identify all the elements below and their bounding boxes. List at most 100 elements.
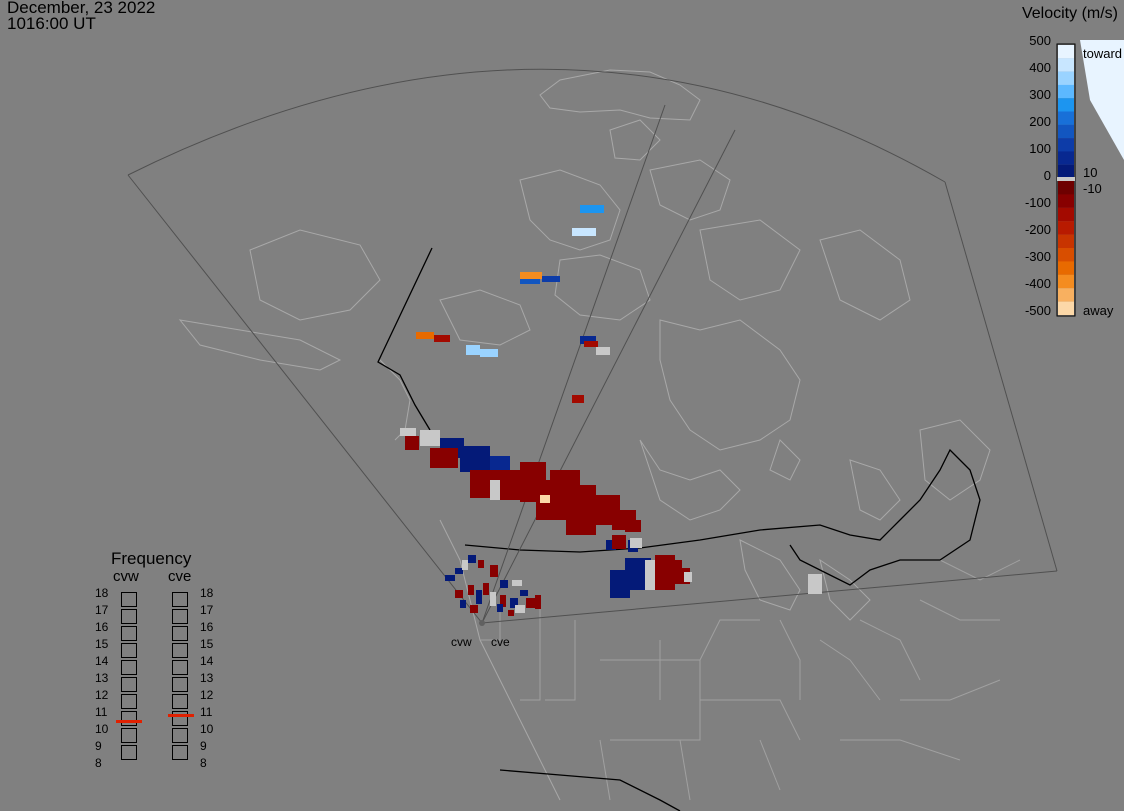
freq-cell-cve bbox=[172, 660, 188, 675]
country-borders bbox=[377, 247, 981, 811]
velocity-cell bbox=[520, 279, 540, 284]
freq-level-right: 8 bbox=[200, 756, 207, 770]
colorbar-neg10-label: -10 bbox=[1083, 181, 1102, 196]
freq-selected-marker bbox=[168, 714, 194, 718]
velocity-cell bbox=[580, 205, 604, 213]
colorbar-tick: 400 bbox=[1029, 60, 1051, 75]
colorbar-segment bbox=[1058, 151, 1074, 165]
colorbar-segment bbox=[1058, 71, 1074, 85]
velocity-cell bbox=[596, 347, 610, 355]
freq-cell-cvw bbox=[121, 745, 137, 760]
colorbar-segment bbox=[1058, 111, 1074, 125]
freq-level-right: 15 bbox=[200, 637, 214, 651]
velocity-cell bbox=[478, 560, 484, 568]
velocity-cell bbox=[483, 583, 489, 595]
freq-level-left: 10 bbox=[95, 722, 109, 736]
freq-level-right: 9 bbox=[200, 739, 207, 753]
freq-level-left: 16 bbox=[95, 620, 109, 634]
colorbar-toward-segments bbox=[1058, 45, 1074, 179]
colorbar-tick: -400 bbox=[1024, 276, 1051, 291]
colorbar-segment bbox=[1058, 58, 1074, 72]
freq-cell-cvw bbox=[121, 660, 137, 675]
velocity-cell bbox=[460, 446, 490, 472]
velocity-cell bbox=[420, 430, 440, 446]
freq-cell-cve bbox=[172, 677, 188, 692]
freq-col-cve: cve bbox=[168, 568, 192, 585]
velocity-cell bbox=[400, 428, 416, 436]
freq-level-right: 13 bbox=[200, 671, 214, 685]
velocity-cell bbox=[430, 448, 458, 468]
colorbar-tick: 200 bbox=[1029, 114, 1051, 129]
colorbar-title: Velocity (m/s) bbox=[1021, 5, 1118, 22]
colorbar-segment bbox=[1058, 288, 1074, 302]
freq-cell-cvw bbox=[121, 626, 137, 641]
freq-cell-cve bbox=[172, 745, 188, 760]
frequency-title: Frequency bbox=[111, 549, 192, 568]
velocity-cell bbox=[466, 345, 480, 355]
colorbar-tick: 300 bbox=[1029, 87, 1051, 102]
freq-cell-cve bbox=[172, 609, 188, 624]
velocity-cell bbox=[434, 335, 450, 342]
colorbar-segment bbox=[1058, 301, 1074, 316]
velocity-cell bbox=[612, 535, 626, 549]
coastlines bbox=[178, 69, 991, 801]
colorbar-segment bbox=[1058, 207, 1074, 222]
colorbar-segment bbox=[1058, 164, 1074, 179]
freq-cell-cve bbox=[172, 626, 188, 641]
velocity-cell bbox=[630, 538, 642, 548]
velocity-cell bbox=[480, 349, 498, 357]
freq-level-right: 17 bbox=[200, 603, 214, 617]
freq-cell-cvw bbox=[121, 592, 137, 607]
colorbar bbox=[1056, 40, 1124, 317]
freq-level-left: 18 bbox=[95, 586, 109, 600]
time-label: 1016:00 UT bbox=[7, 14, 96, 33]
colorbar-segment bbox=[1058, 274, 1074, 289]
colorbar-tick: -100 bbox=[1024, 195, 1051, 210]
velocity-cell bbox=[625, 520, 641, 532]
toward-label: toward bbox=[1083, 46, 1123, 61]
velocity-cell bbox=[490, 565, 498, 577]
freq-level-left: 15 bbox=[95, 637, 109, 651]
velocity-cell bbox=[515, 605, 525, 613]
velocity-cell bbox=[542, 276, 560, 282]
velocity-cell bbox=[572, 395, 584, 403]
radar-label-cvw: cvw bbox=[451, 635, 472, 649]
velocity-cell bbox=[684, 572, 692, 582]
velocity-cell bbox=[476, 590, 482, 604]
colorbar-pos10-label: 10 bbox=[1083, 165, 1098, 180]
velocity-cell bbox=[508, 610, 514, 616]
velocity-cell bbox=[510, 598, 518, 608]
velocity-cell bbox=[500, 595, 506, 607]
freq-level-left: 8 bbox=[95, 756, 102, 770]
freq-level-left: 17 bbox=[95, 603, 109, 617]
colorbar-tick: -500 bbox=[1024, 303, 1051, 318]
colorbar-segment bbox=[1058, 181, 1074, 195]
colorbar-segment bbox=[1058, 261, 1074, 275]
colorbar-segment bbox=[1058, 138, 1074, 152]
freq-cell-cve bbox=[172, 694, 188, 709]
freq-level-left: 11 bbox=[95, 705, 108, 719]
velocity-cell bbox=[526, 598, 536, 608]
velocity-cell bbox=[468, 585, 474, 595]
velocity-cell bbox=[540, 495, 550, 503]
velocity-cell bbox=[460, 600, 466, 608]
freq-level-left: 9 bbox=[95, 739, 102, 753]
away-label: away bbox=[1083, 303, 1114, 318]
velocity-cell bbox=[520, 272, 542, 279]
colorbar-corner bbox=[1080, 40, 1124, 160]
state-borders bbox=[480, 559, 1021, 801]
freq-cell-cve bbox=[172, 711, 188, 726]
velocity-cells bbox=[400, 205, 822, 616]
velocity-cell bbox=[405, 436, 419, 450]
velocity-cell bbox=[462, 560, 468, 570]
colorbar-segment bbox=[1058, 98, 1074, 112]
freq-level-left: 14 bbox=[95, 654, 109, 668]
freq-cell-cvw bbox=[121, 711, 137, 726]
velocity-cell bbox=[535, 595, 541, 609]
freq-cell-cve bbox=[172, 728, 188, 743]
colorbar-ground bbox=[1057, 177, 1075, 181]
freq-cell-cvw bbox=[121, 643, 137, 658]
colorbar-tick: 500 bbox=[1029, 33, 1051, 48]
velocity-cell bbox=[520, 590, 528, 596]
velocity-cell bbox=[445, 575, 455, 581]
